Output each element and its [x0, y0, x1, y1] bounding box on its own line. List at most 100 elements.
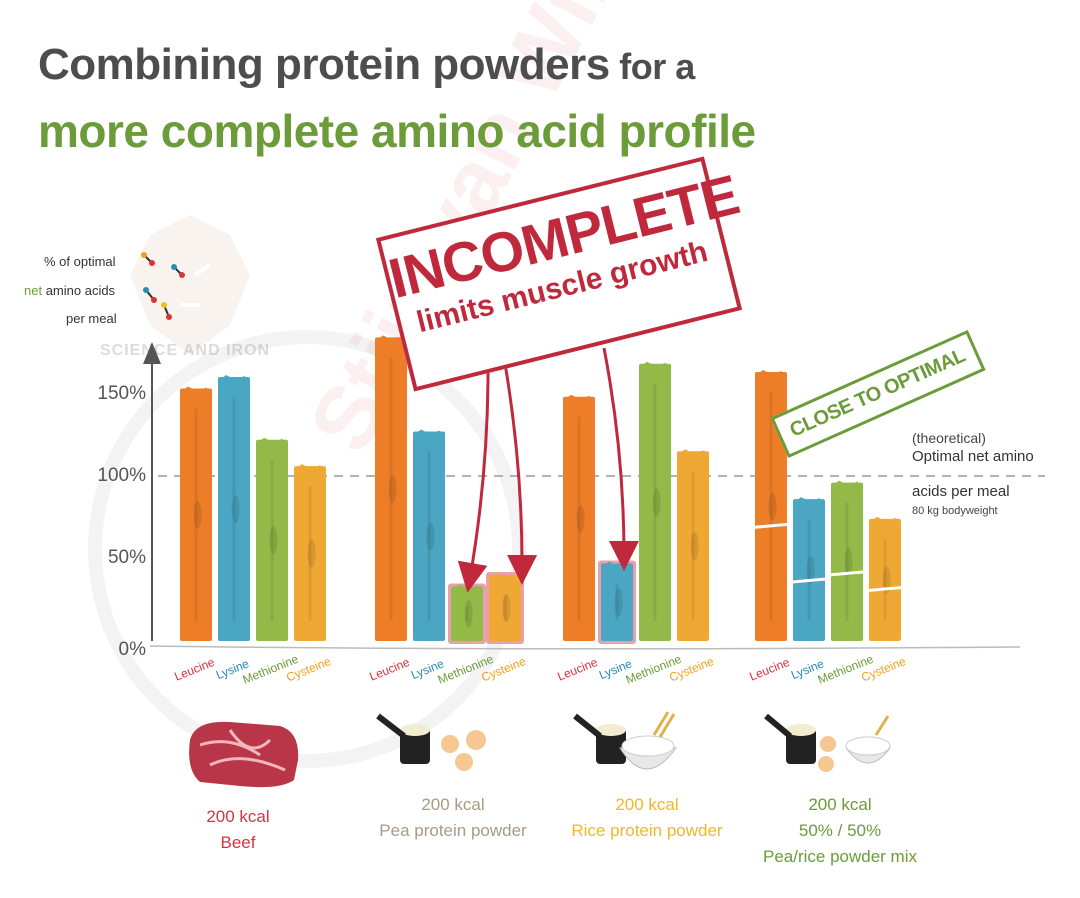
bar-body	[294, 466, 326, 641]
bar	[677, 449, 709, 641]
food-label-beef: 200 kcal Beef	[168, 804, 308, 856]
bar-body	[563, 396, 595, 641]
bar-top	[294, 464, 326, 473]
optimal-label-line-1: (theoretical)	[912, 430, 986, 446]
bar-knot	[269, 526, 278, 555]
bar-knot	[576, 504, 585, 533]
bar-split	[829, 570, 865, 577]
molecule-icon	[141, 252, 185, 320]
bar	[867, 516, 903, 641]
bar	[413, 429, 445, 641]
food-name: 50% / 50%	[798, 821, 882, 840]
food-kcal: 200 kcal	[808, 795, 872, 814]
logo-watermark-text: SCIENCE AND IRON	[100, 342, 271, 359]
optimal-label-line-2: Optimal net amino	[912, 448, 1034, 465]
bar-body	[601, 563, 633, 641]
bar-knot	[882, 565, 891, 594]
bar-body	[831, 482, 863, 641]
x-axis	[149, 645, 1021, 650]
bar	[598, 560, 636, 644]
bar-knot	[652, 488, 661, 517]
bar	[753, 370, 789, 641]
food-label-rice: 200 kcal Rice protein powder	[550, 792, 744, 844]
y-tick-label: 100%	[97, 465, 146, 486]
bar-knot	[806, 556, 815, 585]
bar-knot	[307, 539, 316, 568]
optimal-label-line-3: acids per meal	[912, 483, 1010, 500]
bar-body	[413, 431, 445, 641]
bar	[375, 335, 407, 641]
bar	[448, 583, 486, 644]
bar-knot	[388, 475, 397, 504]
x-tick-label: Leucine	[172, 655, 217, 684]
optimal-label-line-4: 80 kg bodyweight	[912, 505, 998, 517]
bar	[791, 497, 827, 641]
bar-top	[831, 480, 863, 489]
bar-body	[451, 586, 483, 641]
food-name: Beef	[220, 833, 256, 852]
y-axis-arrow	[143, 342, 161, 364]
bar	[180, 386, 212, 641]
food-label-mix: 200 kcal 50% / 50% Pea/rice powder mix	[742, 792, 938, 870]
bar-knot	[464, 599, 473, 628]
bar-split	[791, 577, 827, 584]
bar-top	[256, 437, 288, 446]
food-kcal: 200 kcal	[421, 795, 485, 814]
bar	[639, 361, 671, 641]
bar-body	[218, 377, 250, 641]
y-legend-line-2: net amino acids	[24, 283, 116, 298]
pointer-arrow	[457, 357, 490, 593]
bar-top	[677, 449, 709, 458]
bar-knot	[690, 532, 699, 561]
bar-knot	[231, 495, 240, 523]
title-line-2: more complete amino acid profile	[38, 105, 756, 157]
x-tick-label: Leucine	[747, 655, 792, 684]
pointer-arrow	[501, 351, 538, 585]
y-tick-label: 0%	[118, 639, 146, 660]
bar	[486, 572, 524, 644]
bar-knot	[768, 492, 777, 521]
bar	[829, 480, 865, 641]
bar-top	[793, 497, 825, 506]
bar-top	[180, 386, 212, 395]
bar-top	[413, 429, 445, 438]
food-name: Rice protein powder	[571, 821, 723, 840]
title-line-1: Combining protein powders for a	[38, 40, 695, 89]
food-kcal: 200 kcal	[615, 795, 679, 814]
bar-knot	[193, 500, 202, 529]
food-name-2: Pea/rice powder mix	[762, 847, 917, 866]
bar-body	[489, 575, 521, 641]
y-tick-label: 50%	[107, 547, 146, 568]
bar-knot	[614, 588, 623, 617]
bar-top	[218, 375, 250, 383]
y-tick-label: 150%	[97, 383, 146, 404]
bar-knot	[844, 547, 853, 576]
bar-top	[755, 370, 787, 379]
pointer-arrow	[602, 347, 639, 571]
food-label-pea: 200 kcal Pea protein powder	[358, 792, 548, 844]
bar-top	[563, 394, 595, 403]
bar-body	[869, 518, 901, 641]
bar-split	[867, 586, 903, 592]
bar-body	[793, 499, 825, 641]
bar-body	[375, 337, 407, 641]
x-tick-label: Leucine	[367, 655, 412, 684]
bar	[256, 437, 288, 641]
bar	[563, 394, 595, 641]
food-name: Pea protein powder	[379, 821, 527, 840]
bar-body	[639, 363, 671, 641]
bar-knot	[502, 594, 511, 622]
x-tick-label: Leucine	[555, 655, 600, 684]
bar-top	[375, 335, 407, 344]
y-legend-line-3: per meal	[66, 311, 117, 326]
bar-top	[639, 361, 671, 370]
bar-top	[869, 516, 901, 525]
bar-body	[677, 451, 709, 641]
bar-knot	[426, 522, 435, 551]
bar	[218, 375, 250, 641]
food-kcal: 200 kcal	[206, 807, 270, 826]
bar-body	[180, 388, 212, 641]
bar	[294, 464, 326, 641]
y-legend-line-1: % of optimal	[44, 254, 116, 269]
